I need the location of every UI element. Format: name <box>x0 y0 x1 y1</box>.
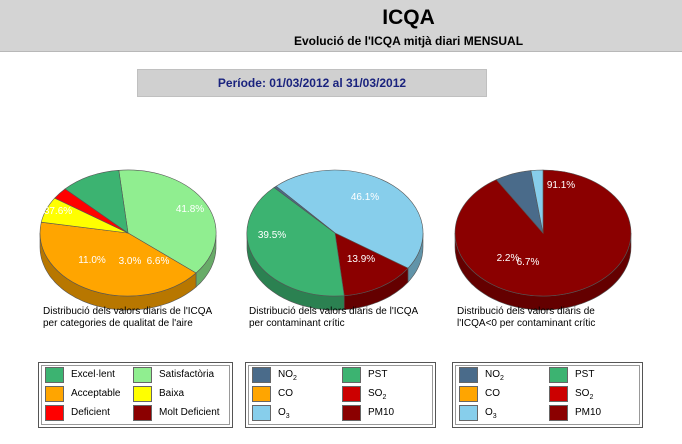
legend-label: O3 <box>278 407 290 420</box>
pie-caption-3: Distribució dels valors diaris de l'ICQA… <box>457 306 595 330</box>
period-label: Període: 01/03/2012 al 31/03/2012 <box>137 69 487 97</box>
legend-pollutant: NO2 PST CO SO2 O3 PM10 <box>245 362 436 428</box>
pie-slice-label: 2.2% <box>497 253 520 264</box>
pie-slice <box>39 221 197 297</box>
legend-label: O3 <box>485 407 497 420</box>
pie-slice <box>118 169 217 274</box>
legend-swatch <box>133 386 152 402</box>
caption-line: Distribució dels valors diaris de <box>457 306 595 317</box>
legend-swatch <box>549 367 568 383</box>
pie-slice-label: 41.8% <box>176 204 204 215</box>
legend-swatch <box>459 367 478 383</box>
pie-slice <box>64 169 129 234</box>
legend-swatch <box>45 405 64 421</box>
pie-slice <box>273 185 336 234</box>
caption-line: per categories de qualitat de l'aire <box>43 318 193 329</box>
legend-label: PST <box>575 369 595 380</box>
legend-swatch <box>549 405 568 421</box>
legend-swatch <box>342 367 361 383</box>
pie-slice-label: 39.5% <box>258 230 286 241</box>
legend-swatch <box>133 405 152 421</box>
legend-label: CO <box>278 388 293 399</box>
page-subtitle: Evolució de l'ICQA mitjà diari MENSUAL <box>293 34 524 48</box>
legend-label: Acceptable <box>71 388 121 399</box>
legend-label: Molt Deficient <box>159 407 220 418</box>
legend-label: Deficient <box>71 407 110 418</box>
pie-slice-label: 91.1% <box>547 180 575 191</box>
legend-swatch <box>45 386 64 402</box>
legend-swatch <box>549 386 568 402</box>
legend-swatch <box>252 386 271 402</box>
header-bar: ICQA Evolució de l'ICQA mitjà diari MENS… <box>0 0 682 52</box>
pie-caption-2: Distribució dels valors diaris de l'ICQA… <box>249 306 418 330</box>
legend-label: NO2 <box>278 369 297 382</box>
legend-label: Satisfactòria <box>159 369 215 380</box>
caption-line: Distribució dels valors diaris de l'ICQA <box>43 306 213 317</box>
legend-pollutant-negative: NO2 PST CO SO2 O3 PM10 <box>452 362 643 428</box>
legend-label: SO2 <box>575 388 594 401</box>
legend-quality: Excel·lent Satisfactòria Acceptable Baixa De… <box>38 362 233 428</box>
pie-slice-label: 11.0% <box>78 255 106 266</box>
caption-line: per contaminant crític <box>249 318 345 329</box>
legend-label: PM10 <box>368 407 395 418</box>
legend-swatch <box>459 405 478 421</box>
pie-caption-1: Distribució dels valors diaris de l'ICQA… <box>43 306 212 330</box>
pie-slice-label: 6.7% <box>517 257 540 268</box>
page-title: ICQA <box>382 6 435 29</box>
legend-label: PM10 <box>575 407 602 418</box>
pie-slice <box>275 169 424 269</box>
pie-chart-quality-categories: 37.6% 41.8% 6.6% 3.0% 11.0% <box>39 169 217 311</box>
pie-slice-label: 13.9% <box>347 254 375 265</box>
caption-line: Distribució dels valors diaris de l'ICQA <box>249 306 419 317</box>
legend-swatch <box>252 367 271 383</box>
legend-swatch <box>342 405 361 421</box>
pie-chart-negative-icqa-pollutant: 91.1% 6.7%2.2% <box>454 169 632 311</box>
pie-slice-label: 46.1% <box>351 192 379 203</box>
pie-slice <box>246 187 345 297</box>
pie-slice <box>530 169 544 234</box>
legend-swatch <box>45 367 64 383</box>
pie-slice <box>334 232 409 297</box>
pie-slice-label: 37.6% <box>44 206 72 217</box>
legend-label: Baixa <box>159 388 185 399</box>
legend-label: SO2 <box>368 388 387 401</box>
legend-swatch <box>252 405 271 421</box>
pie-slice-label: 3.0% <box>119 256 142 267</box>
pie-slice-label: 6.6% <box>147 256 170 267</box>
legend-label: CO <box>485 388 500 399</box>
legend-label: PST <box>368 369 388 380</box>
caption-line: l'ICQA<0 per contaminant crític <box>457 318 596 329</box>
legend-swatch <box>133 367 152 383</box>
legend-label: NO2 <box>485 369 504 382</box>
legend-swatch <box>342 386 361 402</box>
legend-swatch <box>459 386 478 402</box>
pie-chart-critical-pollutant: 46.1% 13.9% 39.5% <box>246 169 424 311</box>
legend-label: Excel·lent <box>71 369 115 380</box>
